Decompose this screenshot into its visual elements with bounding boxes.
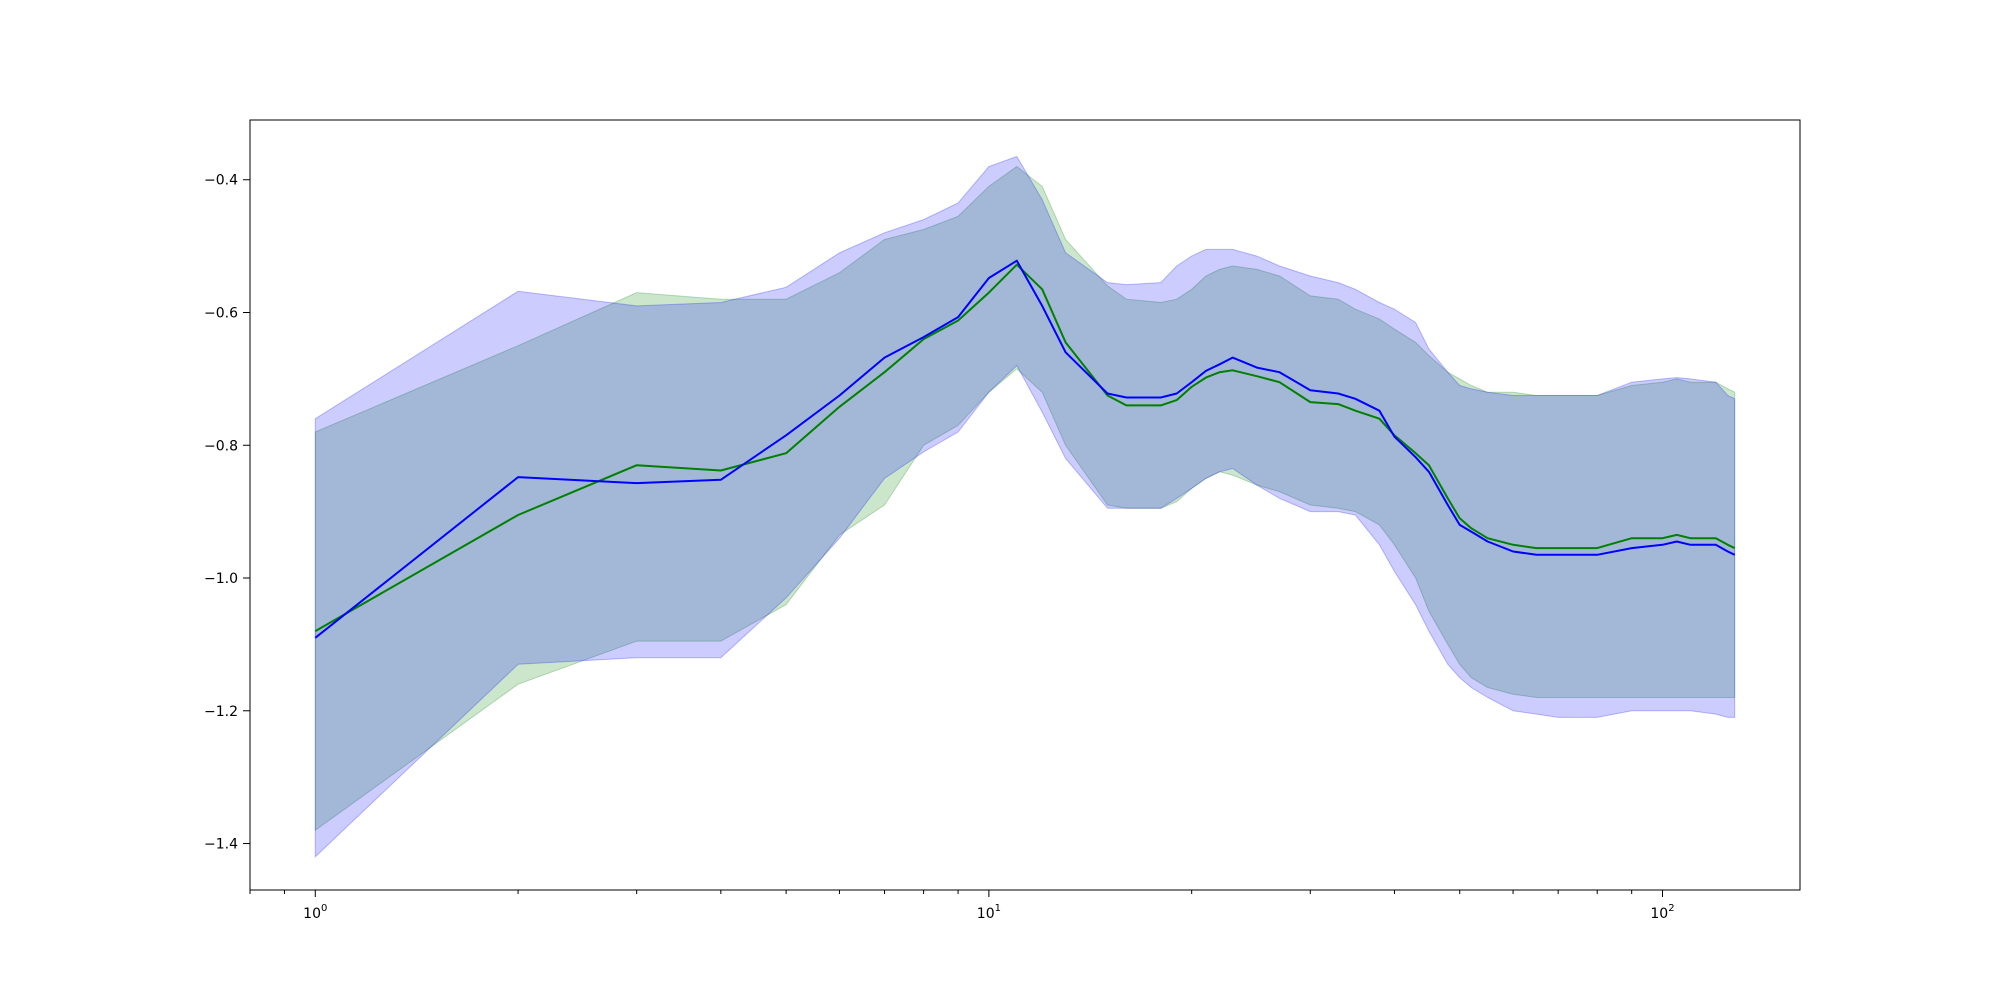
- x-tick-label: 101: [977, 903, 1001, 922]
- series-lines: [314, 259, 1736, 639]
- line-series-1: [314, 263, 1736, 632]
- x-tick-base: 10: [1650, 906, 1668, 922]
- x-tick-label: 102: [1650, 903, 1674, 922]
- y-axis: −0.4 −0.6 −0.8 −1.0 −1.2 −1.4: [204, 173, 250, 853]
- y-tick-label: −0.6: [204, 306, 238, 322]
- band-series-2: [314, 155, 1736, 858]
- x-tick-label: 100: [303, 903, 327, 922]
- confidence-bands: [314, 155, 1736, 858]
- plot-frame: [249, 119, 1801, 891]
- x-tick-exponent: 2: [1668, 903, 1674, 914]
- x-tick-exponent: 0: [321, 903, 327, 914]
- y-tick-label: −0.8: [204, 438, 238, 454]
- y-tick-label: −1.4: [204, 837, 238, 853]
- y-tick-label: −0.4: [204, 173, 238, 189]
- x-tick-base: 10: [977, 906, 995, 922]
- y-tick-label: −1.0: [204, 571, 238, 587]
- y-tick-label: −1.2: [204, 704, 238, 720]
- x-tick-base: 10: [303, 906, 321, 922]
- x-axis: 100 101 102: [249, 890, 1675, 922]
- band-series-1: [314, 165, 1736, 832]
- x-tick-exponent: 1: [995, 903, 1001, 914]
- line-series-2: [314, 259, 1736, 639]
